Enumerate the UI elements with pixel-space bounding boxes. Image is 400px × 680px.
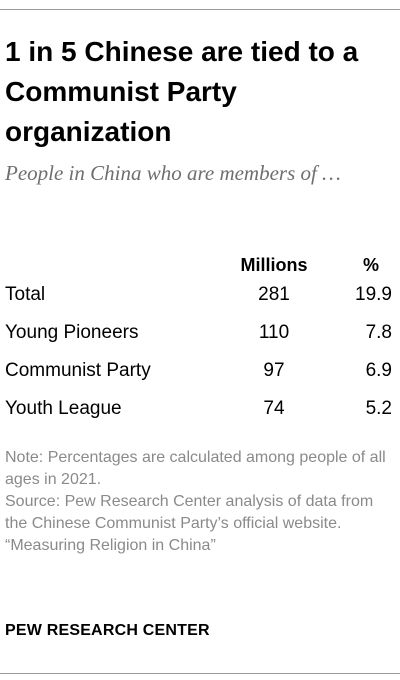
chart-title: 1 in 5 Chinese are tied to a Communist P…: [5, 36, 359, 147]
notes-block: Note: Percentages are calculated among p…: [5, 447, 395, 557]
row-label: Communist Party: [5, 360, 151, 381]
note-text: Note: Percentages are calculated among p…: [5, 449, 386, 488]
row-percent-value: 6.9: [365, 360, 392, 381]
chart-subtitle: People in China who are members of …: [5, 161, 341, 185]
row-label: Young Pioneers: [5, 322, 139, 343]
brand-logo-text: PEW RESEARCH CENTER: [5, 622, 210, 639]
row-percent-value: 5.2: [365, 398, 392, 419]
top-divider: [0, 9, 400, 10]
report-link-text: “Measuring Religion in China”: [5, 537, 216, 554]
table-row-communist-party: Communist Party 97 6.9: [0, 354, 400, 392]
row-percent-value: 19.9: [355, 284, 392, 305]
table-row-young-pioneers: Young Pioneers 110 7.8: [0, 316, 400, 354]
column-header-percent: %: [362, 255, 379, 275]
row-label: Youth League: [5, 398, 122, 419]
bottom-divider: [0, 673, 400, 674]
row-label: Total: [5, 284, 46, 305]
row-millions-value: 110: [258, 322, 290, 343]
table-row-youth-league: Youth League 74 5.2: [0, 392, 400, 430]
source-text: Source: Pew Research Center analysis of …: [5, 493, 374, 532]
row-millions-value: 281: [258, 284, 290, 305]
row-millions-value: 74: [263, 398, 285, 419]
column-header-millions: Millions: [240, 255, 308, 275]
row-millions-value: 97: [263, 360, 285, 381]
row-percent-value: 7.8: [365, 322, 392, 343]
table-row-total: Total 281 19.9: [0, 278, 400, 316]
